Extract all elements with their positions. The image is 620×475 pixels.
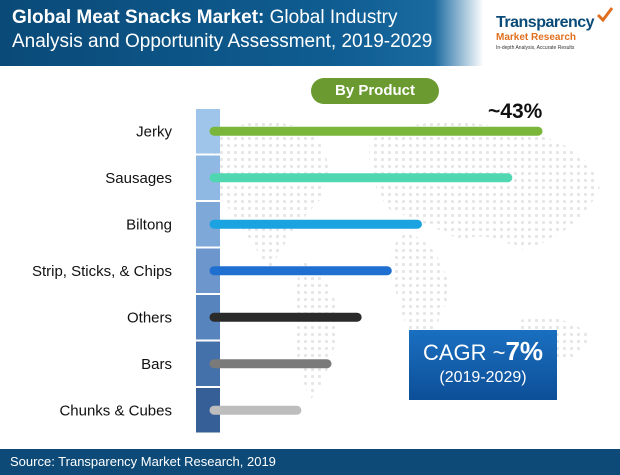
bar-chart: Jerky Sausages Biltong Strip, Sticks, & Chi…	[32, 109, 543, 433]
cagr-box: CAGR ~7% (2019-2029)	[409, 330, 557, 400]
logo-name2: Market Research	[496, 32, 577, 43]
title-rest: Global Industry	[264, 7, 398, 28]
category-label: Strip, Sticks, & Chips	[32, 263, 172, 280]
title-line2: Analysis and Opportunity Assessment, 201…	[12, 31, 433, 52]
category-label: Bars	[141, 356, 172, 373]
page-title: Global Meat Snacks Market: Global Indust…	[12, 6, 482, 54]
logo-name: Transparency	[496, 14, 595, 31]
checkmark-icon	[596, 7, 614, 23]
cagr-value: 7%	[505, 336, 544, 366]
source-footer: Source: Transparency Market Research, 20…	[0, 449, 620, 475]
category-label: Sausages	[105, 170, 172, 187]
title-bold: Global Meat Snacks Market:	[12, 7, 265, 28]
logo-tagline: In-depth Analysis, Accurate Results	[496, 45, 575, 51]
company-logo: Transparency Market Research In-depth An…	[492, 4, 616, 62]
category-label: Jerky	[136, 123, 172, 140]
header-banner: Global Meat Snacks Market: Global Indust…	[0, 0, 620, 66]
category-label: Others	[127, 309, 172, 326]
cagr-prefix: CAGR ~	[422, 340, 506, 365]
category-label: Chunks & Cubes	[59, 402, 172, 419]
top-share-label: ~43%	[488, 100, 543, 123]
category-label: Biltong	[126, 216, 172, 233]
segment-pill: By Product	[311, 78, 439, 104]
cagr-period: (2019-2029)	[439, 369, 527, 386]
